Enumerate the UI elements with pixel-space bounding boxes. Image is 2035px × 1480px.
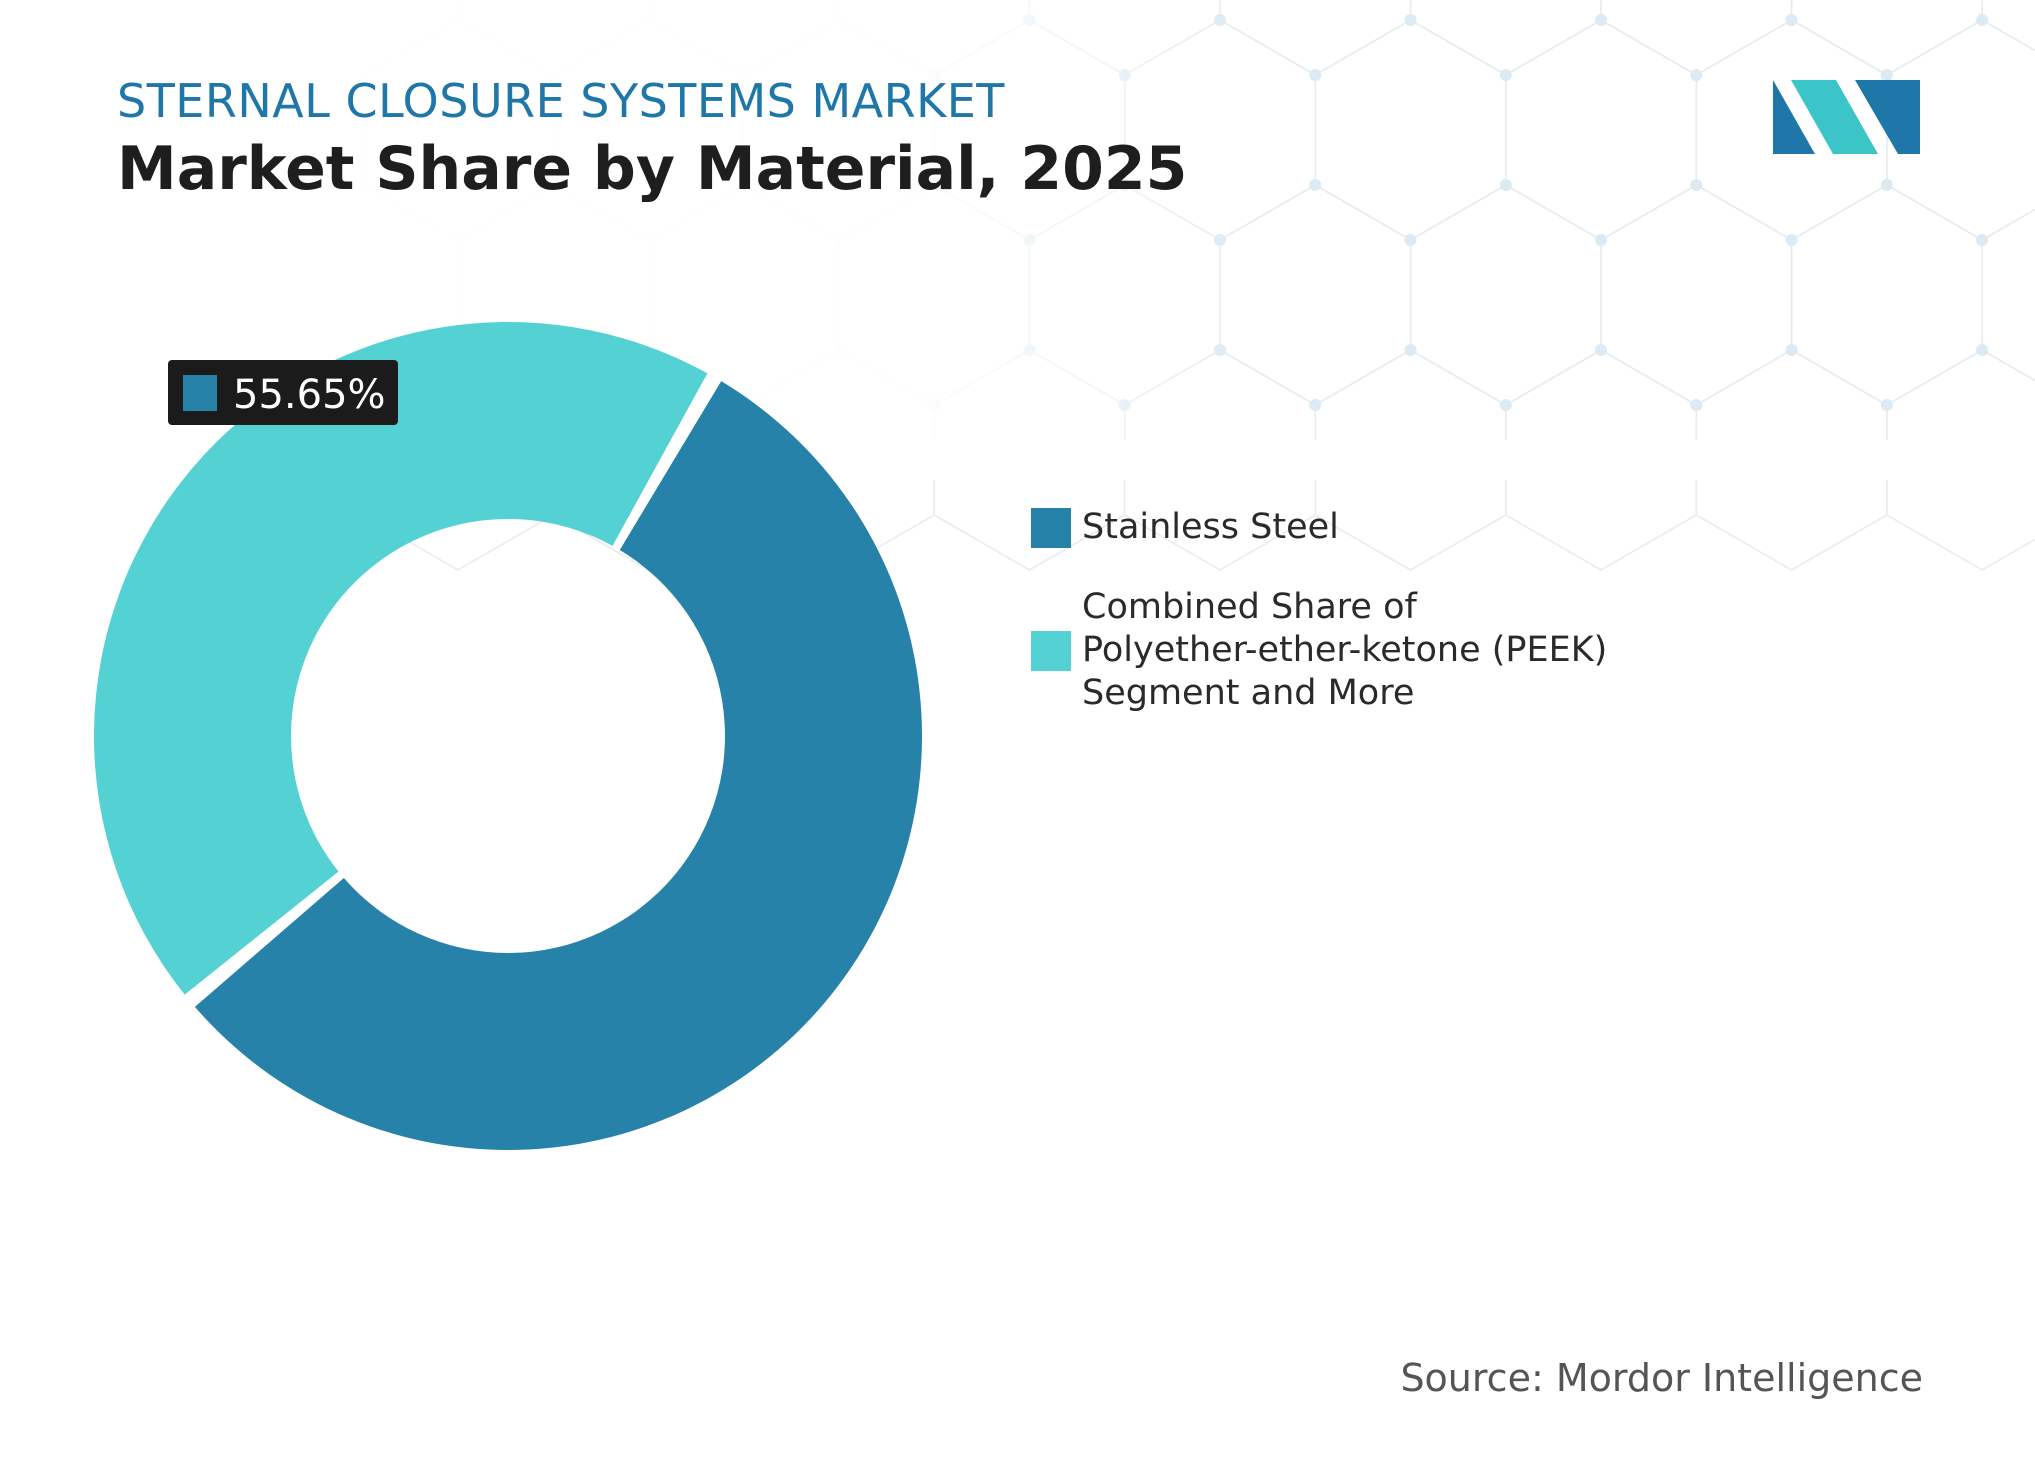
donut-chart: 55.65%	[94, 322, 922, 1150]
legend-label: Combined Share of Polyether-ether-ketone…	[1082, 586, 1607, 715]
legend-swatch	[1031, 630, 1071, 671]
legend-label-line: Combined Share of	[1082, 587, 1417, 627]
donut-slice-stainless-steel[interactable]	[194, 381, 922, 1150]
chart-title: Market Share by Material, 2025	[117, 134, 1188, 204]
legend-swatch	[1031, 507, 1071, 548]
source-credit: Source: Mordor Intelligence	[1400, 1356, 1923, 1400]
data-label-value: 55.65%	[233, 372, 386, 418]
report-eyebrow: STERNAL CLOSURE SYSTEMS MARKET	[117, 74, 1005, 128]
data-label-stainless-steel: 55.65%	[168, 360, 398, 425]
legend-label-line: Polyether-ether-ketone (PEEK)	[1082, 630, 1608, 670]
legend-item-peek-and-more[interactable]: Combined Share of Polyether-ether-ketone…	[1031, 586, 1607, 715]
legend-label-line: Stainless Steel	[1082, 507, 1339, 547]
mordor-intelligence-logo	[1773, 80, 1920, 154]
legend-label: Stainless Steel	[1082, 506, 1339, 549]
logo-mid-stroke	[1791, 80, 1878, 154]
legend-label-line: Segment and More	[1082, 673, 1415, 713]
donut-slice-peek-and-more[interactable]	[94, 322, 708, 995]
legend-item-stainless-steel[interactable]: Stainless Steel	[1031, 506, 1339, 549]
data-label-swatch	[183, 375, 217, 411]
logo-left-stroke	[1773, 80, 1815, 154]
logo-right-stroke	[1855, 80, 1920, 154]
data-label-background	[168, 360, 398, 425]
